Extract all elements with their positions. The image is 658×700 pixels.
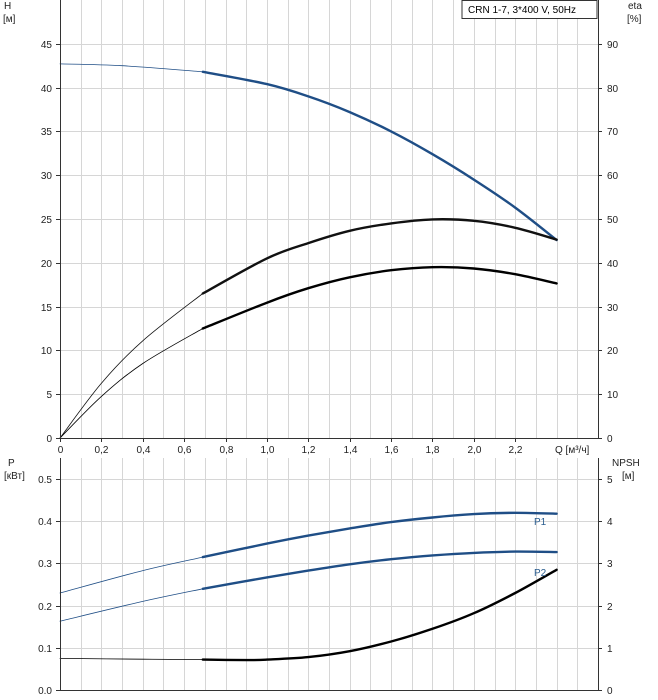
bottom-series-p1-extended-line	[59, 556, 204, 594]
top-series-2-line	[201, 265, 558, 330]
top-right-axis-unit: [%]	[627, 14, 642, 25]
top-x-tick-label: 2,0	[468, 445, 482, 456]
top-left-tick-label: 10	[41, 346, 53, 357]
top-x-tick-label: 1,0	[261, 445, 275, 456]
top-right-tick-label: 20	[607, 346, 619, 357]
top-x-tick-label: 1,2	[302, 445, 316, 456]
top-x-tick-label: 0,4	[137, 445, 151, 456]
series-label-p2: P2	[534, 568, 547, 579]
top-right-tick-label: 80	[607, 84, 619, 95]
bottom-series-2-line	[201, 568, 558, 662]
top-left-tick-label: 15	[41, 303, 53, 314]
top-left-axis-unit: [м]	[3, 14, 16, 25]
bottom-series-p2-line	[201, 550, 558, 590]
bottom-right-axis-title: NPSH	[612, 458, 640, 469]
bottom-left-tick-label: 0.5	[38, 475, 52, 486]
top-right-tick-label: 30	[607, 303, 619, 314]
series-layer	[59, 63, 558, 662]
top-right-tick-label: 10	[607, 390, 619, 401]
bottom-left-tick-label: 0.3	[38, 559, 52, 570]
legend: CRN 1-7, 3*400 V, 50Hz	[461, 0, 598, 19]
legend-box	[461, 0, 598, 19]
top-x-tick-label: 2,2	[509, 445, 523, 456]
top-x-axis-title: Q [м³/ч]	[555, 445, 590, 456]
top-right-tick-label: 50	[607, 215, 619, 226]
bottom-right-tick-label: 4	[607, 517, 613, 528]
bottom-left-tick-label: 0.4	[38, 517, 52, 528]
top-left-tick-label: 35	[41, 127, 53, 138]
series-label-p1: P1	[534, 517, 547, 528]
top-x-tick-label: 1,8	[426, 445, 440, 456]
top-series-2-extended-line	[59, 328, 204, 439]
bottom-series-2-extended-line	[59, 658, 204, 660]
top-right-tick-label: 90	[607, 40, 619, 51]
top-right-tick-label: 70	[607, 127, 619, 138]
top-x-tick-label: 0,2	[95, 445, 109, 456]
bottom-series-p2-extended-line	[59, 588, 204, 622]
top-left-tick-label: 20	[41, 259, 53, 270]
top-x-tick-label: 1,6	[385, 445, 399, 456]
legend-text: CRN 1-7, 3*400 V, 50Hz	[468, 5, 576, 16]
bottom-right-tick-label: 2	[607, 602, 613, 613]
top-series-0-line	[201, 70, 558, 242]
top-left-tick-label: 40	[41, 84, 53, 95]
bottom-series-p1-line	[201, 511, 558, 559]
top-series-1-extended-line	[59, 293, 204, 439]
top-left-tick-label: 5	[46, 390, 52, 401]
top-left-axis-title: H	[4, 1, 11, 12]
bottom-right-tick-label: 0	[607, 686, 613, 697]
top-x-tick-label: 1,4	[344, 445, 358, 456]
top-x-tick-label: 0,8	[220, 445, 234, 456]
bottom-left-tick-label: 0.0	[38, 686, 52, 697]
top-right-tick-label: 60	[607, 171, 619, 182]
bottom-right-axis-unit: [м]	[622, 471, 635, 482]
top-left-tick-label: 45	[41, 40, 53, 51]
top-left-tick-label: 25	[41, 215, 53, 226]
bottom-left-axis-title: P	[8, 458, 15, 469]
top-x-tick-label: 0	[58, 445, 64, 456]
bottom-right-tick-label: 5	[607, 475, 613, 486]
top-left-tick-label: 30	[41, 171, 53, 182]
top-left-tick-label: 0	[46, 434, 52, 445]
bottom-left-tick-label: 0.1	[38, 644, 52, 655]
bottom-left-axis-unit: [кВт]	[4, 471, 25, 482]
bottom-left-tick-label: 0.2	[38, 602, 52, 613]
top-right-axis-title: eta	[628, 1, 642, 12]
top-series-0-extended-line	[59, 63, 204, 73]
top-series-1-line	[201, 218, 558, 295]
bottom-right-tick-label: 3	[607, 559, 613, 570]
top-right-tick-label: 40	[607, 259, 619, 270]
top-right-tick-label: 0	[607, 434, 613, 445]
top-x-tick-label: 0,6	[178, 445, 192, 456]
grid-layer	[60, 0, 598, 690]
bottom-right-tick-label: 1	[607, 644, 613, 655]
